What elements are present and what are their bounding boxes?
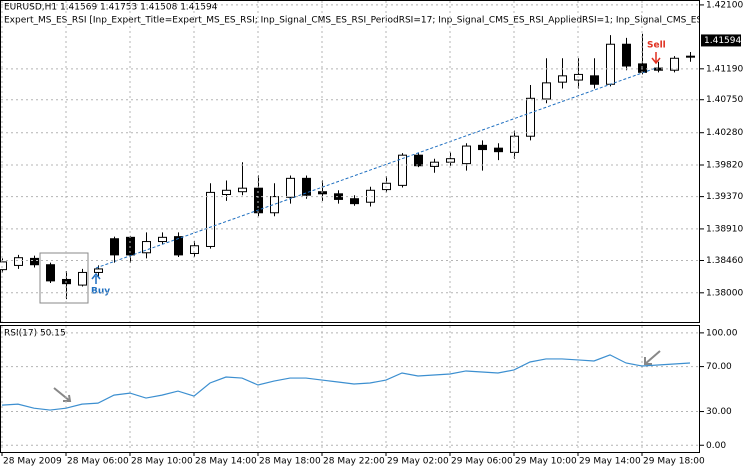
x-tick-label: 29 May 06:00: [451, 457, 513, 467]
candle-body: [510, 135, 519, 153]
y-tick-label: 1.40750: [706, 95, 743, 105]
sell-arrow: [651, 52, 661, 65]
trend-line: [95, 67, 657, 269]
candle-body: [606, 43, 615, 85]
x-tick-label: 28 May 10:00: [131, 457, 193, 467]
y-tick-label: 1.40280: [706, 128, 743, 138]
candle-body: [494, 147, 503, 153]
candle-body: [350, 198, 359, 205]
candle-body: [590, 75, 599, 85]
candle-body: [670, 57, 679, 71]
candle-body: [14, 257, 23, 266]
candle-body: [94, 268, 103, 273]
rsi-title: RSI(17) 50.15: [4, 329, 66, 339]
rsi-line: [1, 354, 691, 411]
current-price-box: [701, 34, 741, 47]
pointer-arrow: [644, 350, 661, 365]
x-tick-label: 28 May 22:00: [323, 457, 385, 467]
candle-body: [270, 196, 279, 214]
x-tick-label: 29 May 14:00: [579, 457, 641, 467]
y-tick-label: 1.39820: [706, 161, 743, 171]
y-tick-label: 30.00: [706, 407, 732, 417]
y-tick-label: 0.00: [706, 441, 726, 451]
candle-body: [110, 238, 119, 256]
candle-body: [414, 154, 423, 167]
candle-body: [478, 144, 487, 151]
candle-body: [190, 245, 199, 254]
x-tick-label: 28 May 14:00: [195, 457, 257, 467]
candle-body: [430, 161, 439, 167]
chart-subtitle: Expert_MS_ES_RSI [Inp_Expert_Title=Exper…: [4, 16, 702, 26]
buy-arrow: [91, 272, 101, 284]
rsi-panel-frame: [0, 325, 700, 453]
x-tick-label: 28 May 2009: [3, 457, 62, 467]
candle-body: [222, 189, 231, 196]
candle-body: [686, 55, 695, 58]
y-tick-label: 70.00: [706, 362, 732, 372]
x-tick-label: 28 May 06:00: [67, 457, 129, 467]
y-tick-label: 1.41190: [706, 64, 743, 74]
candle-body: [0, 261, 7, 271]
x-tick-label: 28 May 18:00: [259, 457, 321, 467]
main-panel-frame: [0, 0, 700, 323]
y-tick-label: 1.42100: [706, 0, 743, 10]
chart-title: EURUSD,H1 1.41569 1.41753 1.41508 1.4159…: [4, 3, 218, 13]
candle-body: [526, 97, 535, 137]
current-price-label: 1.41594: [704, 36, 741, 46]
candle-body: [78, 271, 87, 286]
sell-label: Sell: [647, 41, 666, 51]
y-tick-label: 1.38000: [706, 288, 743, 298]
candle-body: [174, 236, 183, 256]
x-tick-label: 29 May 18:00: [643, 457, 705, 467]
candle-body: [206, 191, 215, 247]
candle-body: [46, 264, 55, 282]
candle-body: [542, 82, 551, 100]
highlight-box: [39, 252, 89, 304]
candle-body: [30, 257, 39, 266]
y-tick-label: 100.00: [706, 328, 738, 338]
x-tick-label: 29 May 02:00: [387, 457, 449, 467]
x-tick-label: 29 May 10:00: [515, 457, 577, 467]
candle-body: [286, 177, 295, 198]
candle-body: [558, 75, 567, 83]
candle-body: [302, 177, 311, 196]
candle-body: [158, 236, 167, 243]
y-tick-label: 1.38460: [706, 256, 743, 266]
candle-body: [142, 241, 151, 254]
buy-label: Buy: [91, 287, 110, 297]
candle-body: [238, 187, 247, 193]
candle-body: [622, 43, 631, 67]
pointer-arrow: [53, 387, 72, 402]
y-tick-label: 1.39370: [706, 192, 743, 202]
y-tick-label: 1.38910: [706, 224, 743, 234]
candle-body: [398, 154, 407, 186]
candle-body: [462, 145, 471, 165]
